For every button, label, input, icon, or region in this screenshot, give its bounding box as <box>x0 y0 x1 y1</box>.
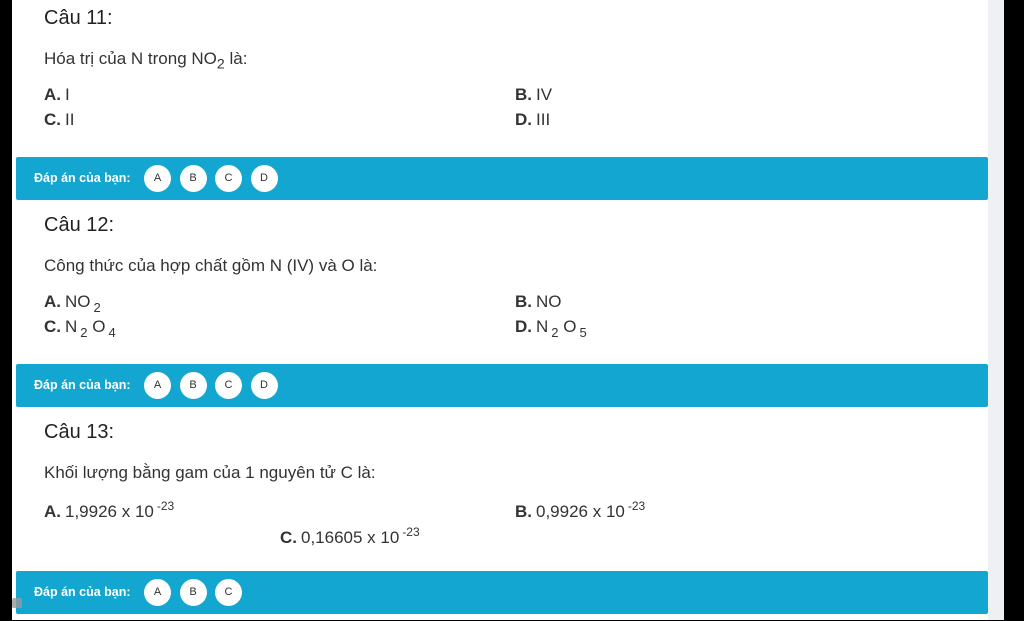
text: 0,9926 x 10 <box>536 502 625 521</box>
answer-label: Đáp án của bạn: <box>34 171 131 185</box>
question-text: Hóa trị của N trong NO2 là: <box>44 49 247 72</box>
question-block: Câu 13: Khối lượng bằng gam của 1 nguyên … <box>12 414 988 621</box>
subscript: 2 <box>551 325 559 340</box>
option-letter: A. <box>44 502 61 521</box>
watermark-icon <box>12 598 22 608</box>
answer-option: B. NO <box>515 292 562 312</box>
choice-button-b[interactable]: B <box>179 165 207 192</box>
text: NO <box>65 292 91 311</box>
text: III <box>536 110 551 129</box>
answer-option: C. II <box>44 110 74 130</box>
superscript: -23 <box>627 499 646 513</box>
page: Câu 11: Hóa trị của N trong NO2 là: A. I B. I… <box>12 0 1004 620</box>
answer-option: C. 0,16605 x 10 -23 <box>280 525 420 548</box>
answer-option: A. I <box>44 85 70 105</box>
subscript: 4 <box>108 325 116 340</box>
option-letter: A. <box>44 292 61 311</box>
answer-label: Đáp án của bạn: <box>34 585 131 599</box>
text: N <box>536 317 549 336</box>
option-letter: C. <box>44 110 61 129</box>
subscript: 5 <box>579 325 587 340</box>
question-heading: Câu 12: <box>44 214 115 236</box>
question-heading: Câu 13: <box>44 421 115 443</box>
text: Khối lượng bằng gam của 1 nguyên tử C là… <box>44 463 376 482</box>
question-heading: Câu 11: <box>44 7 113 29</box>
text: I <box>65 85 70 104</box>
choice-button-d[interactable]: D <box>250 165 278 192</box>
choice-button-b[interactable]: B <box>179 372 207 399</box>
text: O <box>558 317 577 336</box>
choice-button-b[interactable]: B <box>179 579 207 606</box>
superscript: -23 <box>402 525 420 539</box>
option-letter: D. <box>515 317 532 336</box>
subscript: 2 <box>80 325 88 340</box>
text: II <box>65 110 75 129</box>
text: 0,16605 x 10 <box>301 528 400 547</box>
option-letter: B. <box>515 85 532 104</box>
choice-button-c[interactable]: C <box>215 579 242 606</box>
subscript: 2 <box>216 56 225 73</box>
question-text: Công thức của hợp chất gồm N (IV) và O l… <box>44 256 377 276</box>
text: Công thức của hợp chất gồm N (IV) và O l… <box>44 256 378 275</box>
answer-option: A. NO 2 <box>44 292 101 315</box>
answer-bar: Đáp án của bạn: A B C <box>16 571 988 614</box>
option-letter: C. <box>280 528 297 547</box>
text: NO <box>536 292 562 311</box>
answer-bar: Đáp án của bạn: A B C D <box>16 364 988 407</box>
superscript: -23 <box>156 499 175 513</box>
option-letter: D. <box>515 110 532 129</box>
option-letter: B. <box>515 292 532 311</box>
question-block: Câu 11: Hóa trị của N trong NO2 là: A. I B. I… <box>12 0 988 207</box>
answer-option: B. 0,9926 x 10 -23 <box>515 499 645 522</box>
text: là: <box>224 49 248 68</box>
choice-button-d[interactable]: D <box>250 372 278 399</box>
text: O <box>87 317 106 336</box>
text: N <box>65 317 78 336</box>
choice-button-a[interactable]: A <box>144 165 171 192</box>
text: 1,9926 x 10 <box>65 502 154 521</box>
quiz-content: Câu 11: Hóa trị của N trong NO2 là: A. I B. I… <box>12 0 988 620</box>
text: IV <box>536 85 553 104</box>
choice-button-c[interactable]: C <box>215 372 242 399</box>
subscript: 2 <box>93 300 101 315</box>
answer-bar: Đáp án của bạn: A B C D <box>16 157 988 200</box>
option-letter: C. <box>44 317 61 336</box>
option-letter: B. <box>515 502 532 521</box>
text: Hóa trị của N trong NO <box>44 49 217 68</box>
choice-button-c[interactable]: C <box>215 165 242 192</box>
answer-option: D. III <box>515 110 550 130</box>
question-text: Khối lượng bằng gam của 1 nguyên tử C là… <box>44 463 376 483</box>
option-letter: A. <box>44 85 61 104</box>
answer-option: B. IV <box>515 85 552 105</box>
answer-label: Đáp án của bạn: <box>34 378 131 392</box>
answer-option: A. 1,9926 x 10 -23 <box>44 499 174 522</box>
question-block: Câu 12: Công thức của hợp chất gồm N (IV)… <box>12 207 988 414</box>
choice-button-a[interactable]: A <box>144 579 171 606</box>
choice-button-a[interactable]: A <box>144 372 171 399</box>
